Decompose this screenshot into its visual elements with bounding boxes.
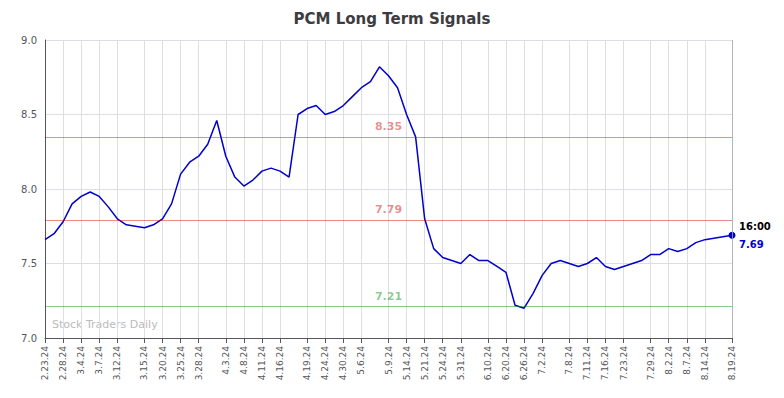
svg-text:6.26.24: 6.26.24 — [519, 346, 529, 381]
svg-text:4.11.24: 4.11.24 — [257, 346, 267, 381]
svg-text:7.2.24: 7.2.24 — [537, 346, 547, 375]
svg-text:9.0: 9.0 — [21, 35, 37, 46]
svg-text:7.69: 7.69 — [739, 239, 764, 250]
svg-text:7.8.24: 7.8.24 — [564, 346, 574, 375]
svg-text:6.10.24: 6.10.24 — [483, 346, 493, 381]
svg-text:3.28.24: 3.28.24 — [194, 346, 204, 381]
svg-text:5.14.24: 5.14.24 — [402, 346, 412, 381]
svg-text:7.23.24: 7.23.24 — [619, 346, 629, 381]
svg-text:5.9.24: 5.9.24 — [384, 346, 394, 375]
svg-text:3.12.24: 3.12.24 — [112, 346, 122, 381]
svg-text:5.21.24: 5.21.24 — [420, 346, 430, 381]
svg-text:8.5: 8.5 — [21, 109, 37, 120]
svg-text:7.5: 7.5 — [21, 258, 37, 269]
svg-text:4.30.24: 4.30.24 — [338, 346, 348, 381]
svg-text:4.19.24: 4.19.24 — [302, 346, 312, 381]
svg-text:7.29.24: 7.29.24 — [646, 346, 656, 381]
svg-text:5.31.24: 5.31.24 — [456, 346, 466, 381]
svg-text:7.79: 7.79 — [375, 203, 402, 216]
svg-text:2.28.24: 2.28.24 — [58, 346, 68, 381]
svg-text:16:00: 16:00 — [739, 221, 771, 232]
svg-text:4.8.24: 4.8.24 — [239, 346, 249, 375]
svg-text:6.20.24: 6.20.24 — [501, 346, 511, 381]
svg-text:4.3.24: 4.3.24 — [221, 346, 231, 375]
svg-text:8.2.24: 8.2.24 — [664, 346, 674, 375]
svg-text:7.16.24: 7.16.24 — [600, 346, 610, 381]
svg-text:8.19.24: 8.19.24 — [727, 346, 737, 381]
svg-text:2.23.24: 2.23.24 — [40, 346, 50, 381]
svg-text:Stock Traders Daily: Stock Traders Daily — [52, 318, 158, 331]
svg-text:3.25.24: 3.25.24 — [176, 346, 186, 381]
svg-text:4.24.24: 4.24.24 — [320, 346, 330, 381]
svg-text:8.7.24: 8.7.24 — [682, 346, 692, 375]
svg-text:8.35: 8.35 — [375, 120, 402, 133]
svg-text:3.15.24: 3.15.24 — [139, 346, 149, 381]
svg-text:8.14.24: 8.14.24 — [700, 346, 710, 381]
svg-text:8.0: 8.0 — [21, 184, 37, 195]
svg-text:4.16.24: 4.16.24 — [275, 346, 285, 381]
svg-text:7.21: 7.21 — [375, 290, 402, 303]
svg-text:7.11.24: 7.11.24 — [582, 346, 592, 381]
svg-text:7.0: 7.0 — [21, 333, 37, 344]
svg-text:3.7.24: 3.7.24 — [94, 346, 104, 375]
svg-text:PCM Long Term Signals: PCM Long Term Signals — [294, 10, 491, 28]
svg-text:5.24.24: 5.24.24 — [438, 346, 448, 381]
svg-text:3.20.24: 3.20.24 — [158, 346, 168, 381]
svg-text:5.6.24: 5.6.24 — [356, 346, 366, 375]
svg-text:3.4.24: 3.4.24 — [76, 346, 86, 375]
